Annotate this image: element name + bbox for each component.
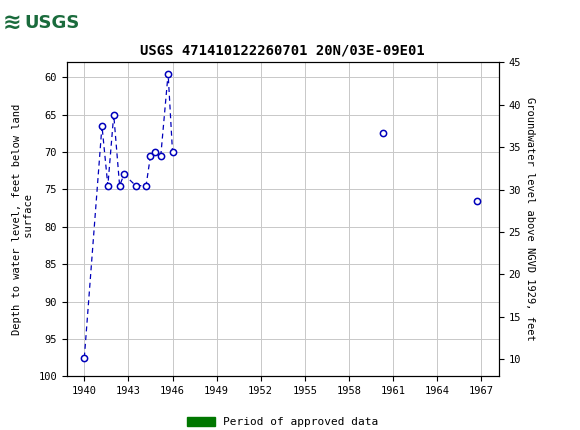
Y-axis label: Depth to water level, feet below land
 surface: Depth to water level, feet below land su…	[12, 104, 34, 335]
Text: ≋: ≋	[3, 12, 21, 33]
Title: USGS 471410122260701 20N/03E-09E01: USGS 471410122260701 20N/03E-09E01	[140, 43, 425, 57]
Y-axis label: Groundwater level above NGVD 1929, feet: Groundwater level above NGVD 1929, feet	[525, 98, 535, 341]
FancyBboxPatch shape	[2, 3, 77, 42]
Text: USGS: USGS	[24, 14, 79, 31]
Bar	[99, 376, 179, 381]
Bar	[85, 376, 86, 381]
Legend: Period of approved data: Period of approved data	[182, 412, 383, 430]
Bar	[474, 376, 476, 381]
Bar	[377, 376, 380, 381]
